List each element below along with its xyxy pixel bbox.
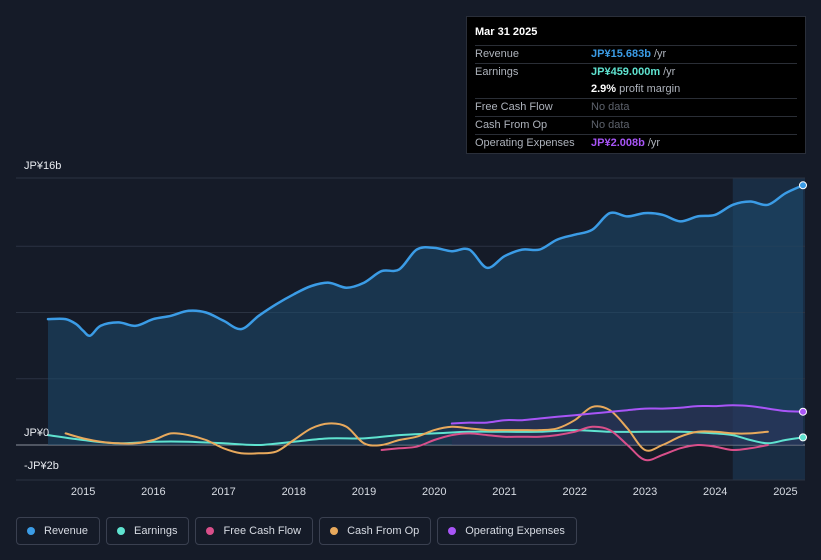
- tooltip-row-earnings: Earnings JP¥459.000m /yr: [475, 63, 797, 80]
- tooltip-revenue-label: Revenue: [475, 48, 520, 60]
- data-tooltip: Mar 31 2025 Revenue JP¥15.683b /yr Earni…: [466, 16, 806, 154]
- tooltip-row-revenue: Revenue JP¥15.683b /yr: [475, 45, 797, 62]
- x-tick-2024: 2024: [703, 486, 727, 498]
- tooltip-margin-unit: profit margin: [619, 83, 681, 95]
- tooltip-date: Mar 31 2025: [475, 26, 538, 38]
- x-tick-2020: 2020: [422, 486, 446, 498]
- x-tick-labels: 2015 2016 2017 2018 2019 2020 2021 2022 2023 2024…: [71, 486, 798, 498]
- x-tick-2025: 2025: [773, 486, 797, 498]
- tooltip-margin-value: 2.9%: [591, 83, 617, 95]
- y-axis-bottom-label: -JP¥2b: [24, 460, 59, 472]
- x-tick-2016: 2016: [141, 486, 165, 498]
- revenue-line: [46, 184, 805, 338]
- legend-dot-earnings: [117, 527, 126, 535]
- y-axis-zero-label: JP¥0: [24, 427, 50, 439]
- legend-label-revenue: Revenue: [44, 525, 89, 537]
- tooltip-earnings-label: Earnings: [475, 66, 519, 78]
- legend-label-earnings: Earnings: [134, 525, 178, 537]
- revenue-end-marker: [799, 181, 807, 190]
- x-tick-2023: 2023: [633, 486, 657, 498]
- legend-label-cash-from-op: Cash From Op: [347, 525, 420, 537]
- operating-expenses-end-marker: [799, 407, 807, 416]
- x-tick-2018: 2018: [282, 486, 306, 498]
- legend-label-operating-expenses: Operating Expenses: [465, 525, 565, 537]
- tooltip-earnings-unit: /yr: [663, 66, 676, 78]
- tooltip-row-opex: Operating Expenses JP¥2.008b /yr: [475, 134, 797, 151]
- chart-legend: Revenue Earnings Free Cash Flow Cash Fro…: [16, 517, 577, 545]
- tooltip-cfo-label: Cash From Op: [475, 119, 548, 131]
- earnings-line: [47, 429, 804, 447]
- tooltip-opex-unit: /yr: [647, 137, 661, 149]
- legend-dot-cash-from-op: [330, 527, 339, 535]
- legend-dot-revenue: [27, 527, 35, 535]
- area-layer: [48, 185, 803, 446]
- tooltip-fcf-label: Free Cash Flow: [475, 101, 553, 113]
- legend-label-free-cash-flow: Free Cash Flow: [223, 525, 302, 537]
- tooltip-row-fcf: Free Cash Flow No data: [475, 98, 797, 115]
- tooltip-opex-label: Operating Expenses: [475, 137, 575, 149]
- tooltip-revenue-unit: /yr: [653, 48, 667, 60]
- x-tick-2021: 2021: [492, 486, 516, 498]
- x-tick-2022: 2022: [563, 486, 587, 498]
- legend-item-revenue[interactable]: Revenue: [16, 517, 101, 545]
- legend-item-free-cash-flow[interactable]: Free Cash Flow: [195, 517, 314, 545]
- tooltip-revenue-value: JP¥15.683b: [591, 48, 651, 60]
- legend-dot-free-cash-flow: [206, 527, 215, 535]
- earnings-end-marker: [799, 433, 807, 442]
- chart-svg: 2015 2016 2017 2018 2019 2020 2021 2022 2023 2024…: [16, 177, 807, 498]
- end-markers: [799, 181, 807, 442]
- tooltip-row-margin: 2.9% profit margin: [475, 81, 797, 97]
- line-layer: [46, 184, 805, 462]
- y-axis-top-label: JP¥16b: [24, 160, 62, 172]
- legend-item-cash-from-op[interactable]: Cash From Op: [319, 517, 432, 545]
- operating-expenses-area: [451, 405, 803, 445]
- cash-from-op-line: [64, 405, 769, 455]
- tooltip-earnings-value: JP¥459.000m: [591, 66, 661, 78]
- tooltip-row-cfo: Cash From Op No data: [475, 116, 797, 133]
- free-cash-flow-line: [380, 425, 769, 462]
- tooltip-fcf-value: No data: [591, 101, 630, 113]
- tooltip-opex-value: JP¥2.008b: [591, 137, 645, 149]
- legend-dot-operating-expenses: [448, 527, 457, 535]
- legend-item-operating-expenses[interactable]: Operating Expenses: [437, 517, 577, 545]
- revenue-area: [48, 185, 803, 446]
- legend-item-earnings[interactable]: Earnings: [106, 517, 190, 545]
- chart-area: 2015 2016 2017 2018 2019 2020 2021 2022 2023 2024…: [16, 160, 807, 498]
- tooltip-cfo-value: No data: [591, 119, 630, 131]
- x-tick-2019: 2019: [352, 486, 376, 498]
- x-tick-2015: 2015: [71, 486, 95, 498]
- x-tick-2017: 2017: [211, 486, 235, 498]
- operating-expenses-line: [450, 404, 804, 425]
